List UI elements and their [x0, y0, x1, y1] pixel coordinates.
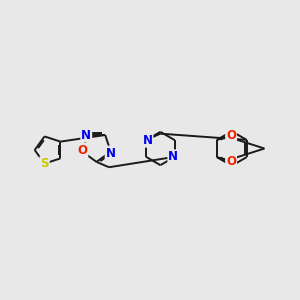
- Text: N: N: [106, 147, 116, 160]
- Text: N: N: [81, 128, 91, 142]
- Text: O: O: [226, 155, 236, 168]
- Text: S: S: [40, 157, 49, 170]
- Text: N: N: [168, 150, 178, 163]
- Text: O: O: [77, 144, 87, 157]
- Text: O: O: [226, 129, 236, 142]
- Text: N: N: [142, 134, 152, 147]
